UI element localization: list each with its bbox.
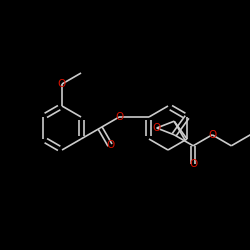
Text: O: O: [115, 112, 123, 122]
Text: O: O: [208, 130, 216, 140]
Text: O: O: [152, 123, 161, 133]
Text: O: O: [189, 160, 197, 170]
Text: O: O: [58, 79, 66, 89]
Text: O: O: [106, 140, 114, 150]
